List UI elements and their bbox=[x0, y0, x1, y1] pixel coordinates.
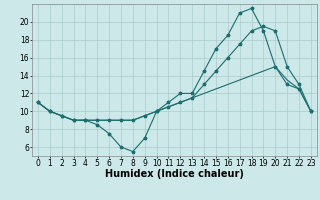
X-axis label: Humidex (Indice chaleur): Humidex (Indice chaleur) bbox=[105, 169, 244, 179]
